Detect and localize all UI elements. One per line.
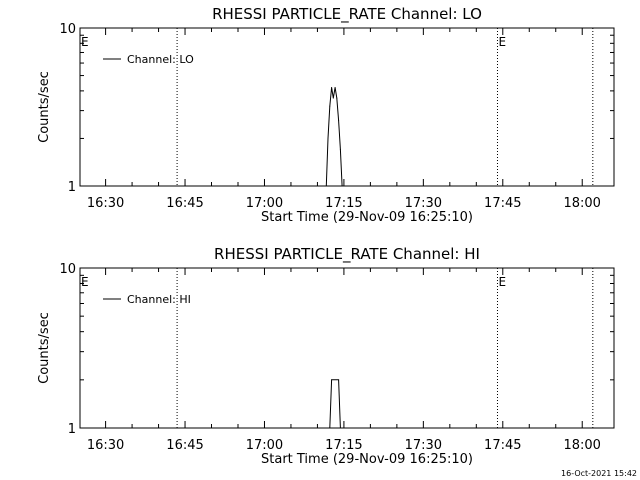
chart-title: RHESSI PARTICLE_RATE Channel: LO (212, 5, 482, 24)
event-flag: E (498, 275, 506, 289)
y-tick-label: 1 (68, 180, 76, 195)
plot-frame (79, 267, 615, 429)
data-point (336, 97, 338, 99)
chart-title: RHESSI PARTICLE_RATE Channel: HI (214, 245, 480, 264)
x-axis-label: Start Time (29-Nov-09 16:25:10) (261, 452, 473, 467)
data-point (331, 87, 333, 89)
data-point (338, 119, 340, 121)
x-tick-label: 17:15 (325, 196, 362, 211)
event-flag: E (81, 275, 89, 289)
generation-timestamp: 16-Oct-2021 15:42 (561, 469, 637, 478)
x-tick-label: 18:00 (563, 438, 600, 453)
data-point (339, 427, 341, 429)
y-tick-label: 1 (68, 422, 76, 437)
x-axis-label: Start Time (29-Nov-09 16:25:10) (261, 210, 473, 225)
y-tick-label: 10 (59, 262, 76, 277)
series-line (325, 87, 343, 187)
plot-frame (79, 27, 615, 187)
x-tick-label: 16:30 (87, 438, 124, 453)
data-point (338, 379, 340, 381)
x-tick-label: 16:45 (166, 196, 203, 211)
legend-label: Channel: HI (127, 293, 191, 306)
series-line (329, 379, 341, 429)
x-tick-label: 17:15 (325, 438, 362, 453)
x-tick-label: 17:30 (405, 438, 442, 453)
data-point (341, 185, 343, 187)
y-axis-label: Counts/sec (37, 312, 52, 384)
y-tick-label: 10 (59, 22, 76, 37)
event-flag: E (498, 35, 506, 49)
y-axis-label: Counts/sec (37, 71, 52, 143)
data-point (331, 379, 333, 381)
legend-label: Channel: LO (127, 53, 194, 66)
data-point (334, 87, 336, 89)
x-tick-label: 16:30 (87, 196, 124, 211)
x-tick-label: 18:00 (563, 196, 600, 211)
x-tick-label: 17:00 (246, 438, 283, 453)
x-tick-label: 17:45 (484, 438, 521, 453)
data-point (329, 427, 331, 429)
data-point (339, 149, 341, 151)
data-point (327, 137, 329, 139)
data-point (329, 105, 331, 107)
x-tick-label: 17:45 (484, 196, 521, 211)
x-tick-label: 16:45 (166, 438, 203, 453)
x-tick-label: 17:30 (405, 196, 442, 211)
event-flag: E (81, 35, 89, 49)
data-point (332, 97, 334, 99)
x-tick-label: 17:00 (246, 196, 283, 211)
data-point (325, 185, 327, 187)
